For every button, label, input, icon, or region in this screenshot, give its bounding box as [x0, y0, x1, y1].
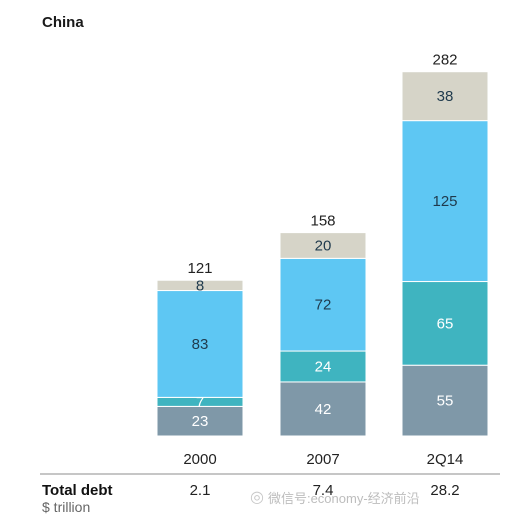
bar-segment — [156, 405, 244, 437]
segment-value-label: 72 — [315, 297, 332, 314]
bar-total-label: 158 — [310, 213, 335, 230]
total-debt-label: Total debt — [42, 482, 113, 499]
bar-segment — [401, 281, 489, 366]
chart-title: China — [42, 14, 84, 31]
bar-segment — [279, 381, 367, 437]
bar-total-label: 282 — [432, 52, 457, 69]
segment-value-label: 38 — [437, 88, 454, 105]
bar-total-label: 121 — [187, 260, 212, 277]
segment-value-label: 8 — [196, 277, 204, 294]
bar-segment — [156, 279, 244, 292]
segment-value-label: 83 — [192, 336, 209, 353]
segment-value-label: 65 — [437, 315, 454, 332]
category-label: 2007 — [306, 451, 339, 468]
bar-segment — [279, 257, 367, 352]
segment-value-label: 42 — [315, 401, 332, 418]
bar-segment — [156, 290, 244, 398]
watermark-text: 微信号:economy-经济前沿 — [267, 490, 420, 506]
total-debt-unit: $ trillion — [42, 499, 91, 515]
bar-segment — [401, 71, 489, 122]
total-debt-value: 28.2 — [430, 482, 459, 499]
segment-value-label: 125 — [432, 193, 457, 210]
segment-value-label: 55 — [437, 393, 454, 410]
category-label: 2Q14 — [427, 451, 464, 468]
watermark: ◎ 微信号:economy-经济前沿 — [250, 487, 420, 507]
bar-segment — [401, 120, 489, 283]
category-label: 2000 — [183, 451, 216, 468]
bar-segment — [279, 232, 367, 259]
segment-value-label: 7 — [196, 394, 204, 411]
bar-segment — [279, 350, 367, 383]
total-debt-value: 2.1 — [190, 482, 211, 499]
wechat-icon: ◎ — [250, 489, 264, 506]
total-debt-value: 7.4 — [313, 482, 334, 499]
segment-value-label: 23 — [192, 413, 209, 430]
segment-value-label: 24 — [315, 358, 332, 375]
segment-value-label: 20 — [315, 237, 332, 254]
bar-segment — [401, 364, 489, 437]
